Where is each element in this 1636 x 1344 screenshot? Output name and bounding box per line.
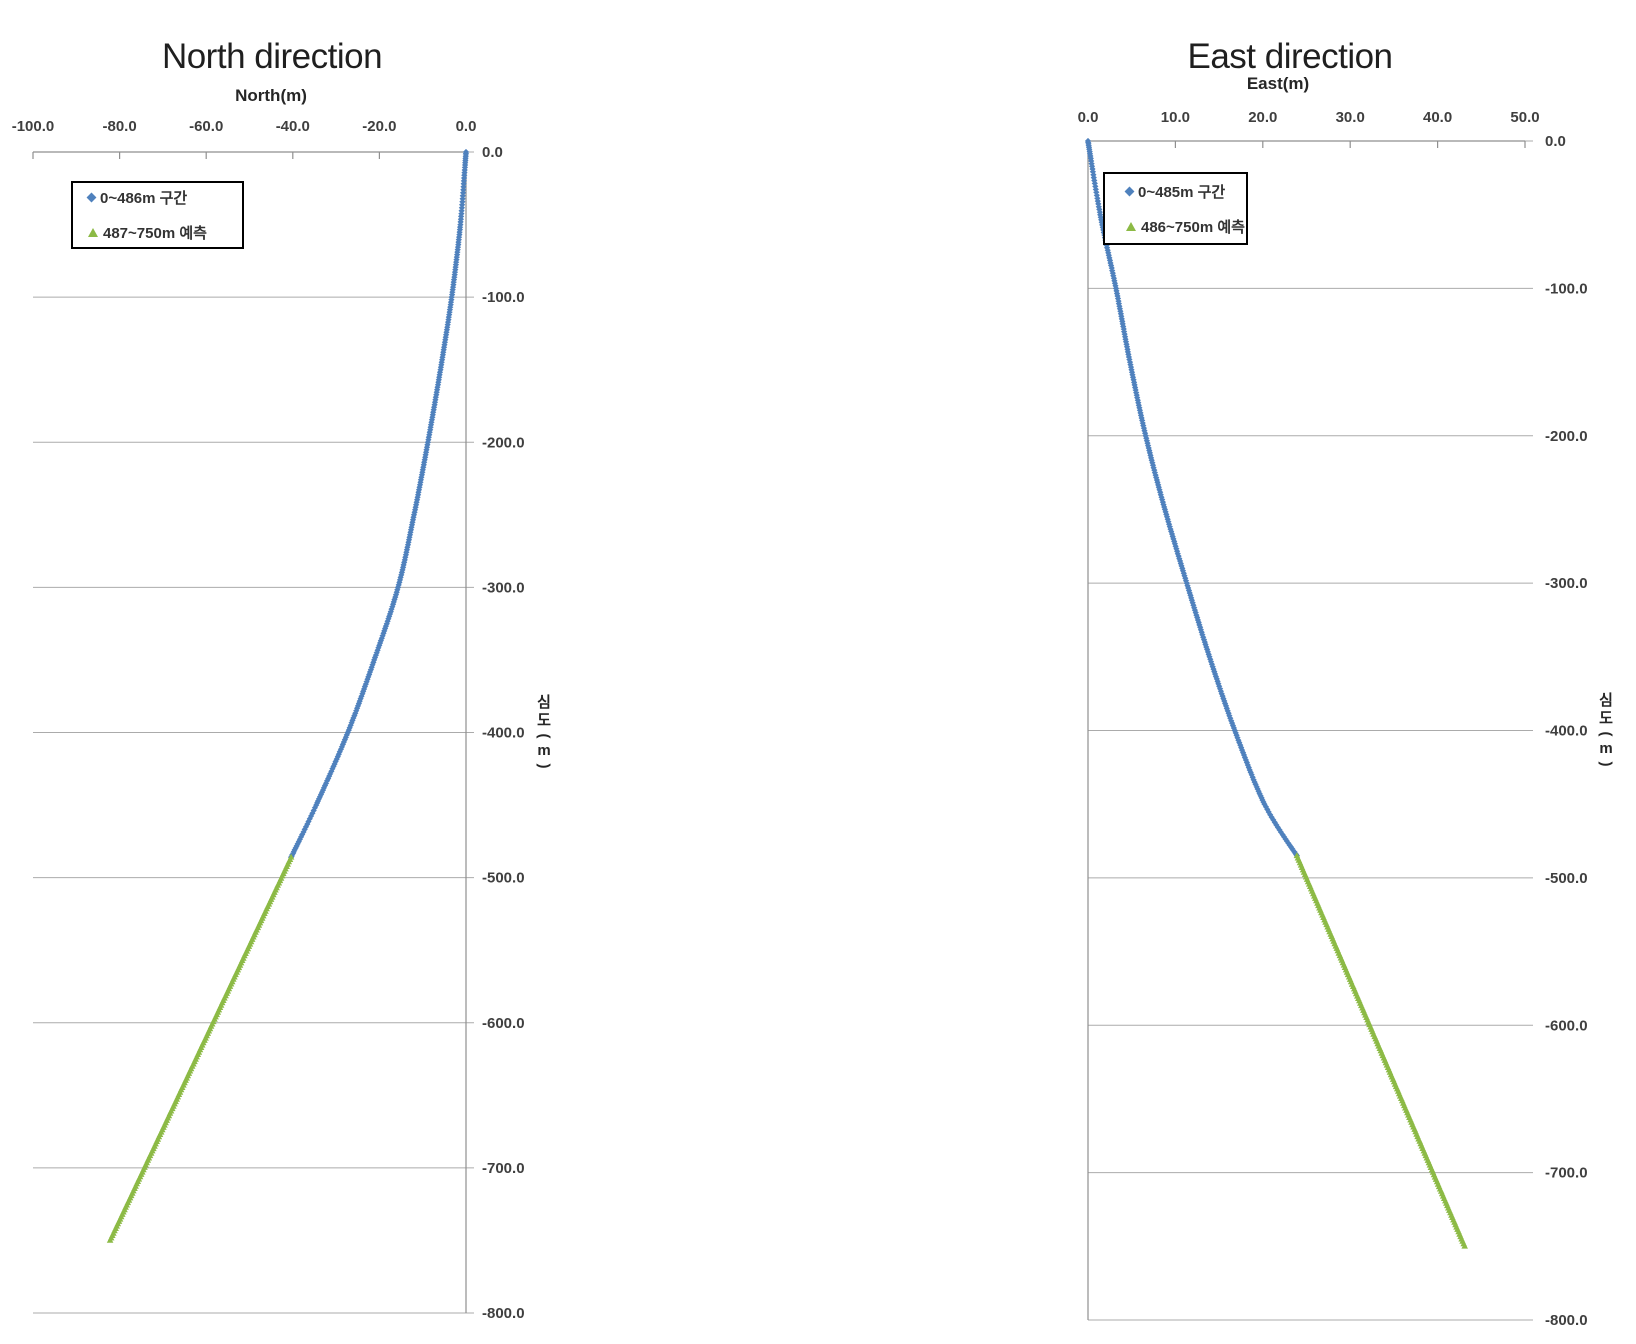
legend: 0~486m 구간 487~750m 예측 (71, 181, 244, 249)
x-tick-label: 40.0 (1423, 109, 1452, 126)
legend-label: 486~750m 예측 (1141, 218, 1245, 236)
y-tick-label: -200.0 (482, 434, 525, 451)
y-tick-label: 0.0 (482, 144, 503, 161)
y-tick-label: -600.0 (1545, 1017, 1588, 1034)
y-axis-title-char: 심 (1599, 692, 1613, 709)
y-tick-label: -300.0 (482, 579, 525, 596)
y-tick-label: -300.0 (1545, 575, 1588, 592)
y-axis-title: 심 도 ( m) (536, 694, 553, 772)
x-tick-label: 30.0 (1336, 109, 1365, 126)
y-axis-title-char: ( (536, 733, 553, 739)
x-tick-label: -20.0 (362, 118, 396, 135)
x-tick-label: 50.0 (1510, 109, 1539, 126)
chart-title: East direction (1187, 37, 1393, 77)
legend-item-predicted: 486~750m 예측 (1126, 216, 1246, 237)
x-tick-label: 20.0 (1248, 109, 1277, 126)
y-tick-label: -800.0 (482, 1305, 525, 1322)
legend-item-measured: 0~486m 구간 (86, 187, 242, 208)
triangle-marker-icon (88, 228, 98, 237)
y-axis-title-char: 심 (537, 694, 551, 711)
y-tick-label: -200.0 (1545, 428, 1588, 445)
x-axis-title: North(m) (235, 86, 307, 105)
x-tick-label: 0.0 (1078, 109, 1099, 126)
x-tick-label: -100.0 (12, 118, 55, 135)
diamond-marker-icon (1124, 186, 1135, 196)
x-tick-label: 10.0 (1161, 109, 1190, 126)
y-axis-title-char: 도 (537, 712, 551, 729)
legend-label: 487~750m 예측 (103, 225, 207, 242)
y-axis-title-char: m (1599, 740, 1613, 757)
legend-item-measured: 0~485m 구간 (1124, 181, 1246, 202)
x-tick-label: -40.0 (276, 118, 310, 135)
y-tick-label: 0.0 (1545, 133, 1566, 150)
x-tick-label: -80.0 (102, 118, 136, 135)
x-axis-title: East(m) (1246, 74, 1310, 93)
y-axis-title: 심 도 ( m) (1598, 692, 1615, 770)
y-tick-label: -600.0 (482, 1015, 525, 1032)
y-axis-title-char: m (537, 742, 551, 759)
legend-label: 0~486m 구간 (100, 190, 188, 207)
triangle-marker-icon (1126, 221, 1136, 231)
series-measured (288, 148, 470, 861)
y-tick-label: -400.0 (482, 725, 525, 742)
chart-title: North direction (161, 37, 383, 77)
x-tick-label: -60.0 (189, 118, 223, 135)
legend-label: 0~485m 구간 (1138, 183, 1226, 201)
y-tick-label: -100.0 (1545, 280, 1588, 297)
y-tick-label: -700.0 (1545, 1165, 1588, 1182)
legend-item-predicted: 487~750m 예측 (88, 222, 242, 243)
legend: 0~485m 구간 486~750m 예측 (1103, 172, 1248, 245)
y-tick-label: -700.0 (482, 1160, 525, 1177)
x-tick-label: 0.0 (456, 118, 477, 135)
y-tick-label: -500.0 (1545, 870, 1588, 887)
series-predicted (1293, 852, 1468, 1249)
y-tick-label: -800.0 (1545, 1312, 1588, 1329)
y-tick-label: -100.0 (482, 289, 525, 306)
y-axis-title-char: 도 (1599, 710, 1613, 727)
diamond-marker-icon (86, 192, 97, 203)
y-tick-label: -400.0 (1545, 723, 1588, 740)
y-axis-title-char: ) (1598, 761, 1615, 767)
y-axis-title-char: ) (536, 763, 553, 769)
y-axis-title-char: ( (1598, 731, 1615, 737)
series-measured (1084, 137, 1300, 859)
y-tick-label: -500.0 (482, 870, 525, 887)
series-predicted (106, 853, 295, 1243)
